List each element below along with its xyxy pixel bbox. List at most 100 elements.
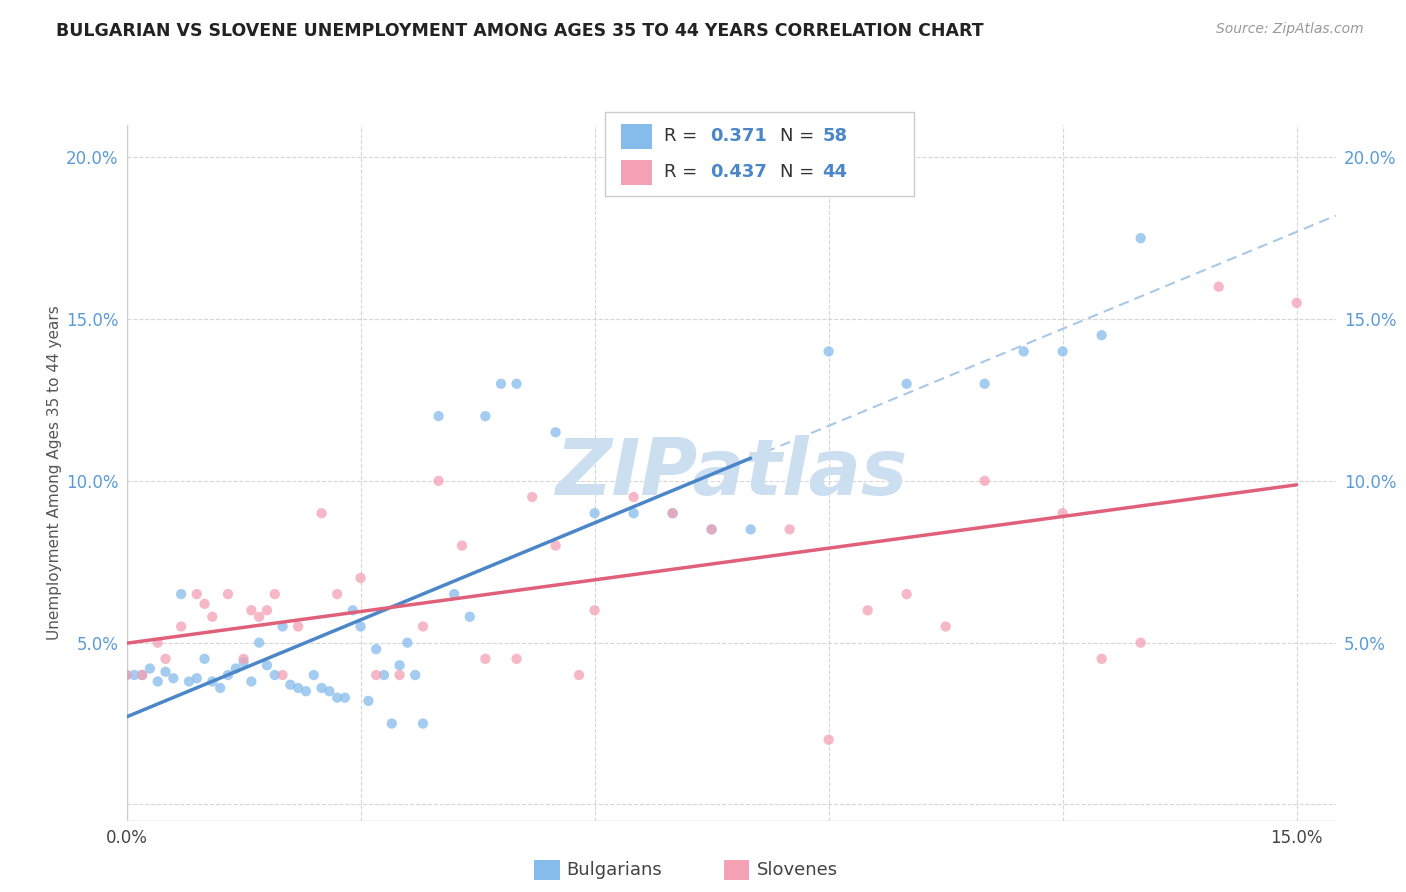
Point — [817, 344, 839, 359]
Point — [318, 684, 340, 698]
Point — [170, 587, 193, 601]
Point — [131, 668, 153, 682]
Text: BULGARIAN VS SLOVENE UNEMPLOYMENT AMONG AGES 35 TO 44 YEARS CORRELATION CHART: BULGARIAN VS SLOVENE UNEMPLOYMENT AMONG … — [56, 22, 984, 40]
Point — [443, 587, 465, 601]
Point — [186, 587, 208, 601]
Point — [366, 642, 388, 657]
Point — [232, 652, 254, 666]
Point — [287, 619, 309, 633]
Text: R =: R = — [664, 128, 703, 145]
Point — [311, 681, 333, 695]
Point — [896, 376, 918, 391]
Point — [115, 668, 138, 682]
Point — [280, 678, 302, 692]
Point — [271, 668, 294, 682]
Point — [302, 668, 325, 682]
Point — [326, 690, 349, 705]
Point — [779, 522, 801, 536]
Point — [256, 603, 278, 617]
Point — [623, 490, 645, 504]
Point — [388, 668, 411, 682]
Point — [1052, 506, 1074, 520]
Point — [1012, 344, 1035, 359]
Point — [973, 376, 995, 391]
Text: 44: 44 — [823, 163, 848, 181]
Point — [412, 716, 434, 731]
Point — [817, 732, 839, 747]
Point — [131, 668, 153, 682]
Point — [489, 376, 512, 391]
Point — [217, 668, 239, 682]
Point — [740, 522, 762, 536]
Point — [217, 587, 239, 601]
Point — [583, 506, 606, 520]
Point — [396, 635, 419, 649]
Point — [505, 376, 527, 391]
Point — [232, 655, 254, 669]
Text: Source: ZipAtlas.com: Source: ZipAtlas.com — [1216, 22, 1364, 37]
Point — [458, 609, 481, 624]
Point — [247, 635, 270, 649]
Point — [388, 658, 411, 673]
Point — [240, 674, 263, 689]
Point — [311, 506, 333, 520]
Point — [1129, 231, 1152, 245]
Point — [115, 668, 138, 682]
Point — [155, 665, 177, 679]
Point — [247, 609, 270, 624]
Point — [326, 587, 349, 601]
Point — [209, 681, 232, 695]
Point — [349, 619, 371, 633]
Point — [1091, 328, 1114, 343]
Point — [201, 609, 224, 624]
Point — [474, 409, 496, 424]
Point — [544, 539, 567, 553]
Point — [146, 635, 169, 649]
Point — [1129, 635, 1152, 649]
Point — [162, 671, 184, 685]
Point — [263, 668, 285, 682]
Text: 0.437: 0.437 — [710, 163, 766, 181]
Point — [201, 674, 224, 689]
Point — [623, 506, 645, 520]
Point — [225, 661, 247, 675]
Point — [412, 619, 434, 633]
Point — [170, 619, 193, 633]
Point — [193, 652, 215, 666]
Point — [381, 716, 404, 731]
Point — [451, 539, 474, 553]
Point — [139, 661, 162, 675]
Point — [896, 587, 918, 601]
Point — [700, 522, 723, 536]
Point — [124, 668, 146, 682]
Point — [240, 603, 263, 617]
Text: Slovenes: Slovenes — [756, 861, 838, 879]
Point — [342, 603, 364, 617]
Point — [474, 652, 496, 666]
Text: N =: N = — [780, 163, 820, 181]
Point — [146, 674, 169, 689]
Point — [271, 619, 294, 633]
Point — [568, 668, 591, 682]
Point — [856, 603, 879, 617]
Point — [155, 652, 177, 666]
Point — [404, 668, 426, 682]
Point — [935, 619, 957, 633]
Point — [193, 597, 215, 611]
Point — [357, 694, 380, 708]
Y-axis label: Unemployment Among Ages 35 to 44 years: Unemployment Among Ages 35 to 44 years — [46, 305, 62, 640]
Point — [186, 671, 208, 685]
Point — [505, 652, 527, 666]
Point — [1091, 652, 1114, 666]
Point — [177, 674, 200, 689]
Point — [333, 690, 356, 705]
Text: 58: 58 — [823, 128, 848, 145]
Point — [427, 409, 450, 424]
Point — [544, 425, 567, 440]
Point — [373, 668, 395, 682]
Text: R =: R = — [664, 163, 703, 181]
Point — [700, 522, 723, 536]
Point — [522, 490, 544, 504]
Text: N =: N = — [780, 128, 820, 145]
Point — [1285, 296, 1308, 310]
